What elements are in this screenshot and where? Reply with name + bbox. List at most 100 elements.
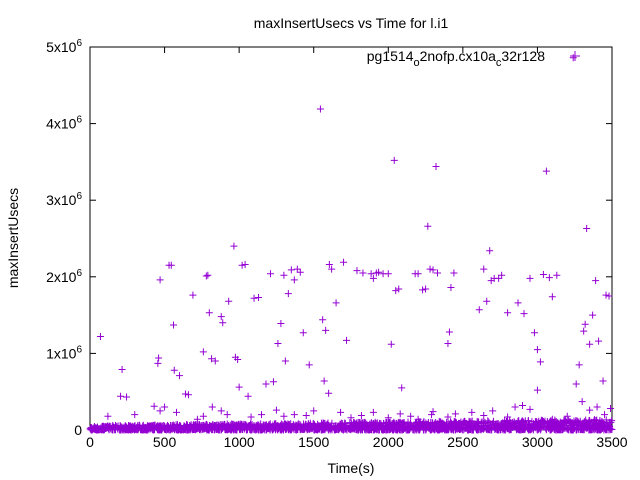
data-point <box>593 403 601 411</box>
data-point <box>545 274 553 282</box>
baseline-point <box>427 418 435 426</box>
data-point <box>426 265 434 273</box>
x-tick-label: 2000 <box>373 434 404 450</box>
x-tick-label: 500 <box>153 434 177 450</box>
data-point <box>601 411 609 419</box>
baseline-point <box>527 424 535 432</box>
y-tick-label: 2x106 <box>46 268 82 285</box>
baseline-point <box>297 424 305 432</box>
data-point <box>217 407 225 415</box>
baseline-point <box>538 417 546 425</box>
baseline-point <box>596 417 604 425</box>
baseline-point <box>396 426 404 434</box>
data-point <box>580 327 588 335</box>
y-tick-label: 3x106 <box>46 191 82 208</box>
baseline-point <box>439 424 447 432</box>
baseline-point <box>273 426 281 434</box>
data-point <box>414 270 422 278</box>
data-point <box>586 340 594 348</box>
data-point <box>480 265 488 273</box>
data-point <box>429 408 437 416</box>
baseline-point <box>427 426 435 434</box>
data-point <box>247 413 255 421</box>
baseline-point <box>383 422 391 430</box>
data-point <box>369 274 377 282</box>
baseline-point <box>351 422 359 430</box>
baseline-point <box>560 418 568 426</box>
baseline-point <box>315 422 323 430</box>
data-point <box>542 167 550 175</box>
baseline-point <box>577 423 585 431</box>
baseline-point <box>425 422 433 430</box>
baseline-point <box>336 420 344 428</box>
baseline-point <box>374 422 382 430</box>
data-point <box>563 412 571 420</box>
data-point <box>277 320 285 328</box>
data-point <box>398 384 406 392</box>
x-axis-label: Time(s) <box>328 460 375 476</box>
data-point <box>548 293 556 301</box>
baseline-point <box>202 421 210 429</box>
data-point <box>293 265 301 273</box>
data-point <box>569 54 577 62</box>
data-point <box>161 403 169 411</box>
chart-title: maxInsertUsecs vs Time for l.i1 <box>254 15 449 31</box>
baseline-point <box>292 421 300 429</box>
data-point <box>451 410 459 418</box>
baseline-point <box>540 420 548 428</box>
data-point <box>424 222 432 230</box>
baseline-point <box>134 421 142 429</box>
baseline-point <box>369 421 377 429</box>
baseline-point <box>390 426 398 434</box>
data-point <box>219 319 227 327</box>
data-point <box>204 271 212 279</box>
legend-marker <box>570 51 580 61</box>
baseline-point <box>482 421 490 429</box>
y-axis-label: maxInsertUsecs <box>5 188 21 288</box>
baseline-point <box>483 425 491 433</box>
baseline-point <box>458 426 466 434</box>
baseline-point <box>430 423 438 431</box>
y-tick-label: 5x106 <box>46 38 82 55</box>
baseline-point <box>496 426 504 434</box>
baseline-point <box>303 426 311 434</box>
baseline-point <box>181 422 189 430</box>
data-point <box>444 339 452 347</box>
data-point <box>296 268 304 276</box>
baseline-point <box>380 426 388 434</box>
baseline-point <box>558 426 566 434</box>
baseline-point <box>126 426 134 434</box>
data-point <box>343 336 351 344</box>
data-point <box>514 299 522 307</box>
baseline-point <box>581 418 589 426</box>
data-point <box>526 405 534 413</box>
baseline-point <box>256 422 264 430</box>
baseline-point <box>393 424 401 432</box>
data-point <box>332 299 340 307</box>
baseline-point <box>533 426 541 434</box>
data-point <box>241 261 249 269</box>
data-point <box>578 398 586 406</box>
legend-label: pg1514o​2nofp.cx10ac​32r128 <box>367 48 545 69</box>
baseline-point <box>572 426 580 434</box>
baseline-point <box>608 416 616 424</box>
data-point <box>504 413 512 421</box>
data-point <box>605 292 613 300</box>
data-point <box>353 267 361 275</box>
data-point <box>287 266 295 274</box>
baseline-point <box>334 426 342 434</box>
data-point <box>395 285 403 293</box>
data-point <box>447 284 455 292</box>
baseline-point <box>415 424 423 432</box>
baseline-point <box>400 419 408 427</box>
data-point <box>475 306 483 314</box>
data-point <box>316 105 324 113</box>
baseline-point <box>566 419 574 427</box>
x-tick-label: 2500 <box>447 434 478 450</box>
data-point <box>480 411 488 419</box>
data-point <box>337 408 345 416</box>
data-point <box>104 412 112 420</box>
baseline-point <box>373 425 381 433</box>
